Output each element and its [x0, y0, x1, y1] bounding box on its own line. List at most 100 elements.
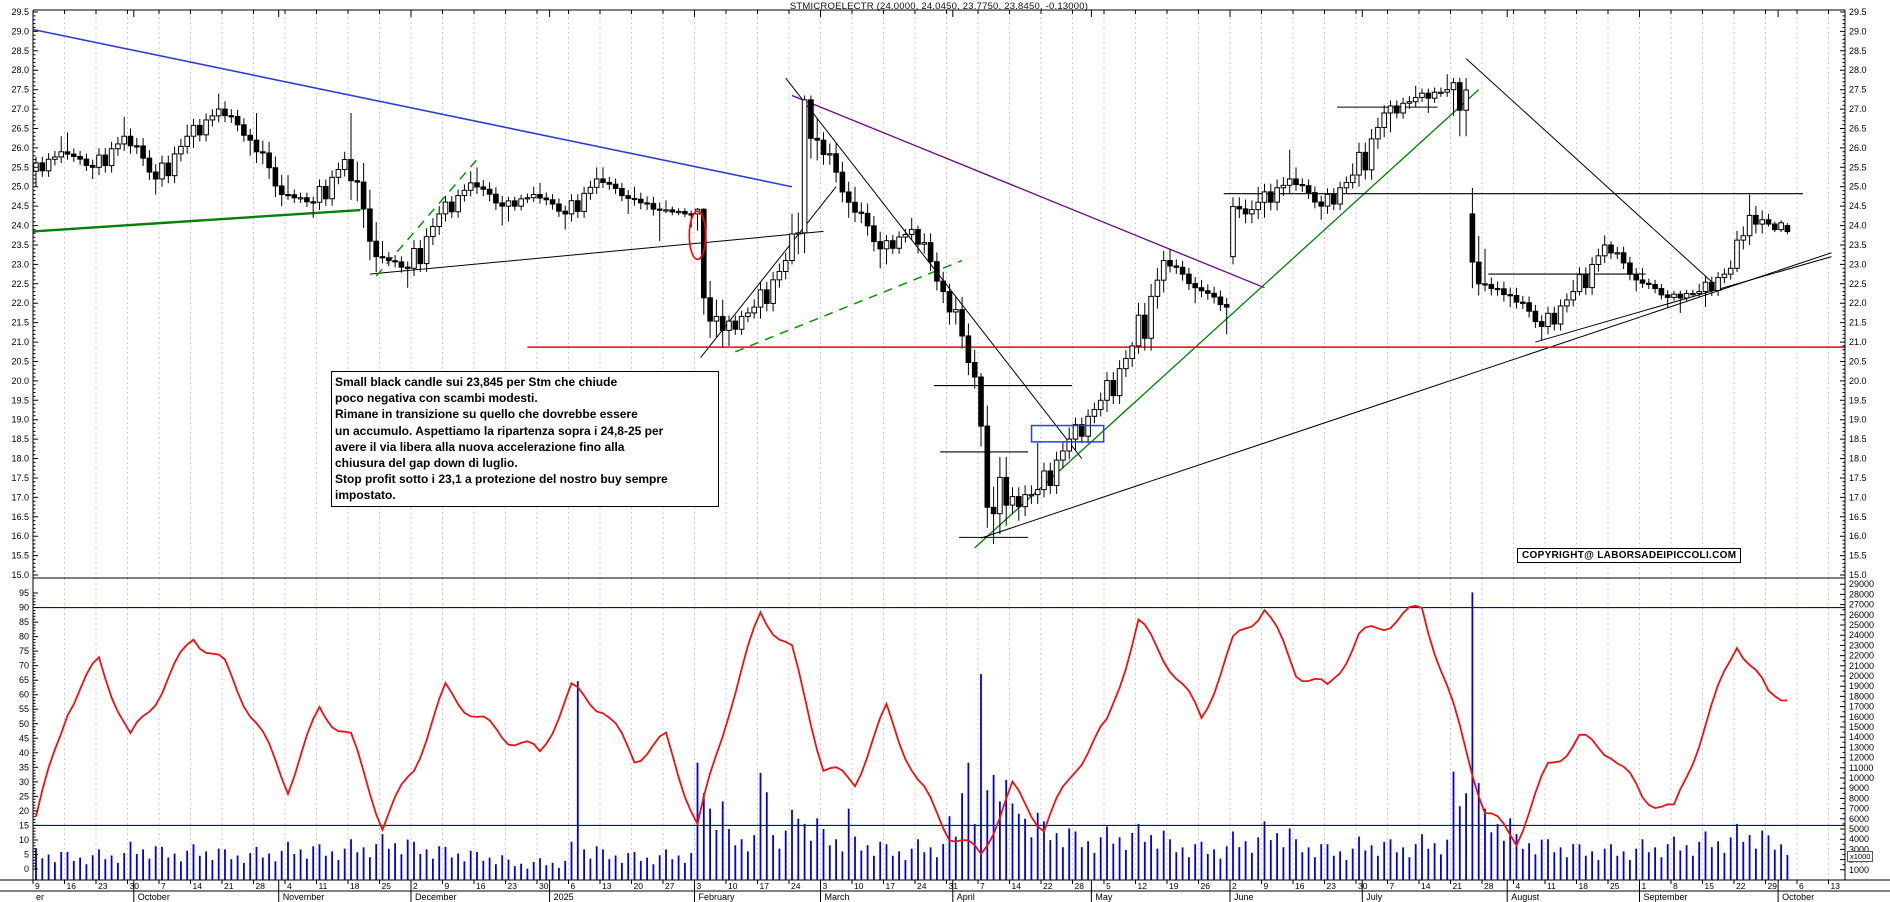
svg-text:21: 21: [1453, 881, 1463, 891]
svg-text:6000: 6000: [1849, 814, 1869, 824]
svg-text:20.5: 20.5: [1849, 356, 1867, 366]
svg-text:95: 95: [19, 588, 29, 598]
svg-text:28.0: 28.0: [1849, 65, 1867, 75]
svg-text:40: 40: [19, 748, 29, 758]
svg-text:25000: 25000: [1849, 620, 1874, 630]
svg-text:3000: 3000: [1849, 844, 1869, 854]
svg-text:December: December: [415, 892, 457, 902]
svg-text:1000: 1000: [1849, 865, 1869, 875]
svg-text:11: 11: [1547, 881, 1556, 891]
svg-text:18: 18: [350, 881, 360, 891]
svg-text:2: 2: [413, 881, 418, 891]
analysis-note-line: Rimane in transizione su quello che dovr…: [335, 407, 638, 422]
svg-text:27.0: 27.0: [11, 104, 29, 114]
svg-text:16: 16: [67, 881, 77, 891]
svg-text:er: er: [36, 892, 44, 902]
analysis-note: Small black candle sui 23,845 per Stm ch…: [331, 371, 719, 507]
svg-text:24.5: 24.5: [11, 201, 29, 211]
svg-text:17000: 17000: [1849, 702, 1874, 712]
svg-text:October: October: [1782, 892, 1814, 902]
svg-text:18.0: 18.0: [11, 454, 29, 464]
volume-unit-label: x1000: [1847, 851, 1874, 862]
svg-text:18.5: 18.5: [11, 434, 29, 444]
svg-text:16000: 16000: [1849, 712, 1874, 722]
svg-text:21: 21: [224, 881, 234, 891]
svg-text:10: 10: [728, 881, 738, 891]
svg-text:7: 7: [980, 881, 985, 891]
svg-text:15: 15: [19, 820, 29, 830]
svg-text:7000: 7000: [1849, 804, 1869, 814]
svg-text:29000: 29000: [1849, 579, 1874, 589]
svg-text:18.5: 18.5: [1849, 434, 1867, 444]
svg-text:29.5: 29.5: [1849, 7, 1867, 17]
svg-text:5000: 5000: [1849, 824, 1869, 834]
analysis-note-line: chiusura del gap down di luglio.: [335, 456, 518, 471]
svg-text:23.5: 23.5: [11, 240, 29, 250]
svg-text:4: 4: [287, 881, 292, 891]
gap-rectangle: [1030, 424, 1105, 443]
x-axis-labels: 9 16 23 30 7 14 21 28 4 11 18 25 2 9 16 23 30 6 13 20 27 3 10 1…: [35, 881, 1840, 902]
svg-text:9: 9: [35, 881, 40, 891]
svg-text:24.0: 24.0: [1849, 221, 1867, 231]
analysis-note-line: Small black candle sui 23,845 per Stm ch…: [335, 375, 618, 389]
svg-text:19.5: 19.5: [1849, 395, 1867, 405]
svg-text:29: 29: [1768, 881, 1778, 891]
svg-text:14: 14: [1012, 881, 1022, 891]
svg-text:29.0: 29.0: [11, 26, 29, 36]
svg-text:28: 28: [1075, 881, 1085, 891]
level-lines: [933, 106, 1803, 538]
svg-text:9: 9: [1264, 881, 1269, 891]
svg-text:90: 90: [19, 603, 29, 613]
analysis-note-line: poco negativa con scambi modesti.: [335, 391, 538, 406]
svg-text:28.5: 28.5: [11, 46, 29, 56]
svg-text:19.0: 19.0: [1849, 415, 1867, 425]
svg-text:October: October: [138, 892, 170, 902]
svg-text:22.0: 22.0: [11, 298, 29, 308]
svg-text:19.0: 19.0: [11, 415, 29, 425]
svg-text:10: 10: [854, 881, 864, 891]
page-title: STMICROELECTR (24.0000, 24.0450, 23.7750…: [789, 1, 1089, 12]
axes: 15.0 15.0 15.5 15.5 16.0 16.0 16.5 16.5 17.0 17.0…: [11, 7, 1874, 902]
svg-text:23.0: 23.0: [11, 259, 29, 269]
svg-text:November: November: [283, 892, 325, 902]
svg-text:4: 4: [1516, 881, 1521, 891]
svg-text:12: 12: [1138, 881, 1148, 891]
svg-text:15.0: 15.0: [11, 570, 29, 580]
svg-text:2025: 2025: [554, 892, 574, 902]
svg-text:20: 20: [19, 806, 29, 816]
analysis-note-line: un accumulo. Aspettiamo la ripartenza so…: [335, 423, 664, 438]
svg-text:17: 17: [760, 881, 770, 891]
svg-text:13000: 13000: [1849, 742, 1874, 752]
svg-text:July: July: [1366, 892, 1383, 902]
svg-text:27.5: 27.5: [1849, 85, 1867, 95]
svg-text:10000: 10000: [1849, 773, 1874, 783]
svg-text:September: September: [1644, 892, 1688, 902]
svg-text:9000: 9000: [1849, 783, 1869, 793]
svg-text:30: 30: [539, 881, 549, 891]
svg-text:16.0: 16.0: [1849, 531, 1867, 541]
svg-text:23.5: 23.5: [1849, 240, 1867, 250]
svg-text:28: 28: [1484, 881, 1494, 891]
svg-text:80: 80: [19, 632, 29, 642]
panel-borders: [0, 9, 1890, 892]
svg-text:April: April: [957, 892, 975, 902]
svg-text:25.0: 25.0: [11, 182, 29, 192]
svg-text:75: 75: [19, 646, 29, 656]
svg-text:22.5: 22.5: [1849, 279, 1867, 289]
svg-text:24.5: 24.5: [1849, 201, 1867, 211]
svg-text:4000: 4000: [1849, 834, 1869, 844]
svg-text:22.5: 22.5: [11, 279, 29, 289]
svg-text:February: February: [699, 892, 736, 902]
svg-text:19000: 19000: [1849, 681, 1874, 691]
svg-text:14: 14: [193, 881, 203, 891]
svg-text:9: 9: [445, 881, 450, 891]
svg-text:11: 11: [319, 881, 328, 891]
svg-text:8: 8: [1673, 881, 1678, 891]
svg-text:28000: 28000: [1849, 589, 1874, 599]
svg-text:28.0: 28.0: [11, 65, 29, 75]
svg-text:22.0: 22.0: [1849, 298, 1867, 308]
svg-text:17.0: 17.0: [11, 492, 29, 502]
svg-text:20.5: 20.5: [11, 356, 29, 366]
